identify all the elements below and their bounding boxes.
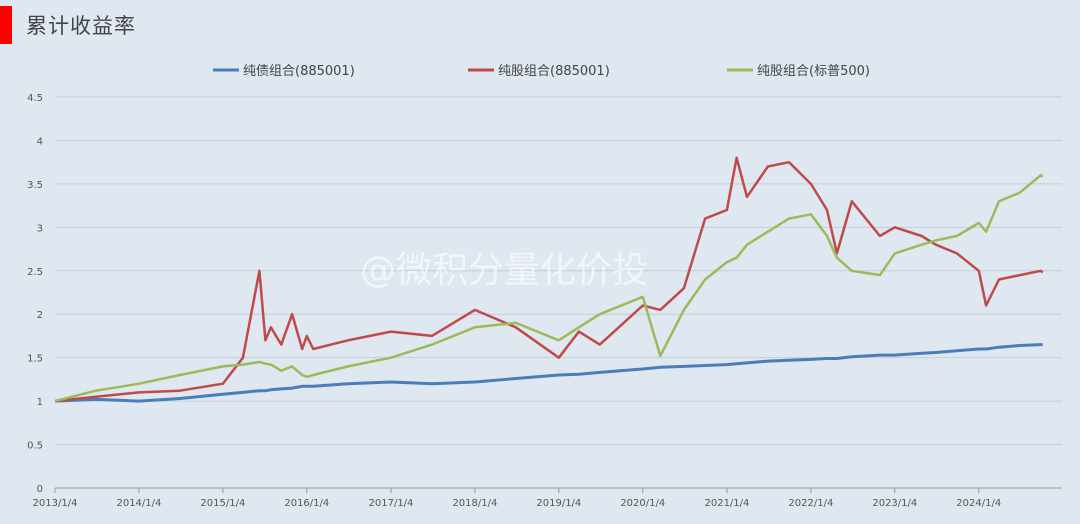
y-tick-label: 2.5: [27, 267, 43, 278]
chart-title-bar: 累计收益率: [0, 6, 136, 44]
y-tick-label: 3: [37, 223, 43, 234]
legend-label: 纯股组合(标普500): [757, 64, 870, 79]
grid-lines: [55, 96, 1062, 489]
legend: 纯债组合(885001) 纯股组合(885001) 纯股组合(标普500): [213, 64, 870, 79]
x-tick-label: 2022/1/4: [788, 498, 833, 509]
x-tick-label: 2020/1/4: [620, 498, 665, 509]
y-tick-label: 1: [37, 397, 43, 408]
legend-label: 纯股组合(885001): [498, 64, 610, 79]
x-tick-label: 2017/1/4: [369, 498, 414, 509]
y-tick-label: 2: [37, 310, 43, 321]
y-axis: 0 0.5 1 1.5 2 2.5 3 3.5 4 4.5: [27, 93, 43, 495]
title-accent-bar: [0, 6, 12, 44]
x-tick-label: 2021/1/4: [704, 498, 749, 509]
x-tick-label: 2016/1/4: [284, 498, 329, 509]
x-tick-label: 2013/1/4: [33, 498, 78, 509]
y-tick-label: 3.5: [27, 180, 43, 191]
y-tick-label: 4.5: [27, 93, 43, 104]
series-line-0: [54, 343, 1043, 403]
x-axis: 2013/1/4 2014/1/4 2015/1/4 2016/1/4 2017/1/4…: [33, 487, 1062, 509]
legend-label: 纯债组合(885001): [243, 64, 355, 79]
watermark: @微积分量化价投: [360, 250, 648, 291]
series-lines: [54, 156, 1044, 403]
y-tick-label: 4: [37, 136, 43, 147]
chart-title: 累计收益率: [26, 14, 136, 38]
series-line-2: [54, 173, 1044, 403]
x-tick-label: 2018/1/4: [452, 498, 497, 509]
y-tick-label: 0.5: [27, 441, 43, 452]
series-line-1: [54, 156, 1044, 403]
x-tick-label: 2023/1/4: [872, 498, 917, 509]
x-tick-label: 2019/1/4: [536, 498, 581, 509]
x-tick-label: 2015/1/4: [200, 498, 245, 509]
x-tick-label: 2014/1/4: [116, 498, 161, 509]
y-tick-label: 0: [37, 484, 43, 495]
x-tick-label: 2024/1/4: [956, 498, 1001, 509]
y-tick-label: 1.5: [27, 354, 43, 365]
